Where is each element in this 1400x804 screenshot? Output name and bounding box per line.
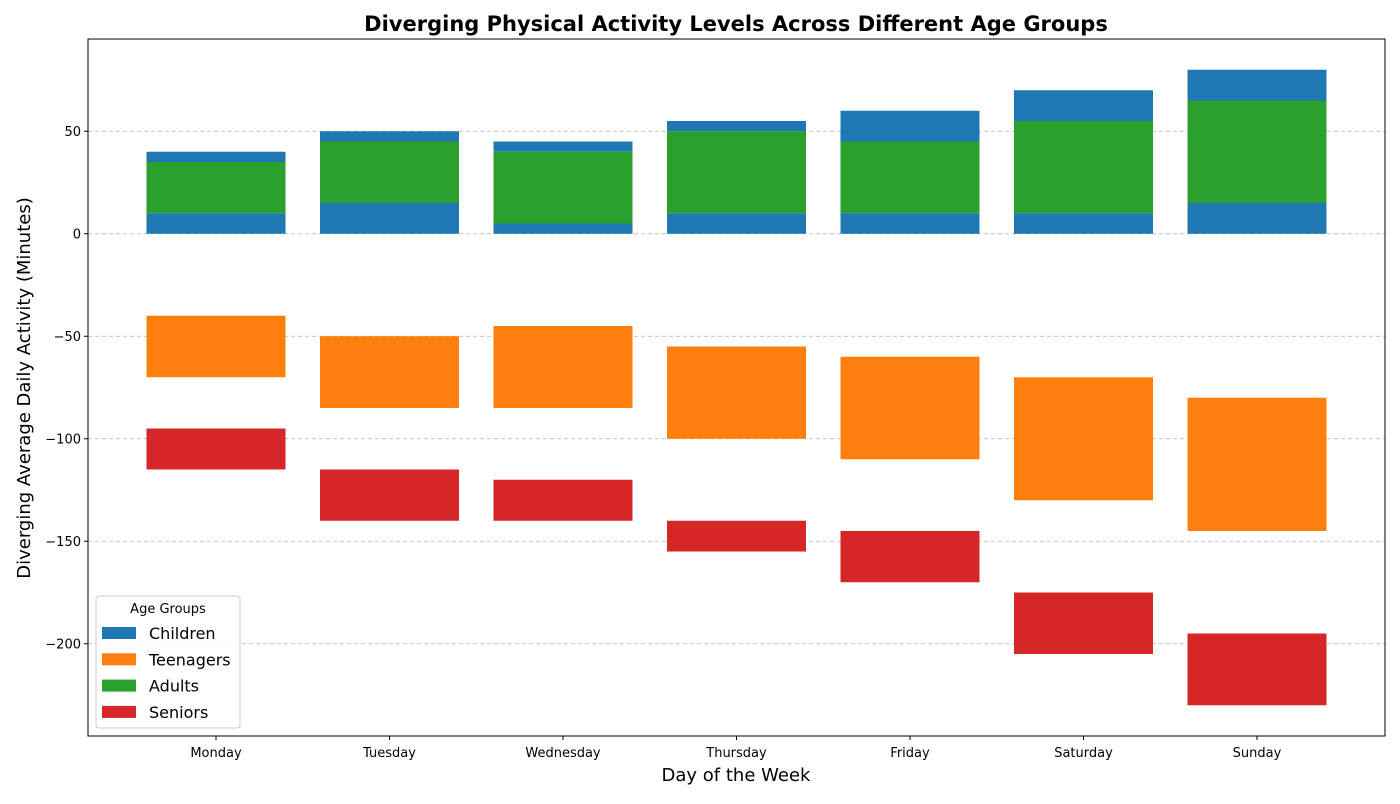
legend-swatch: [102, 627, 136, 639]
legend-swatch: [102, 705, 136, 718]
y-tick-label: 50: [64, 125, 81, 140]
bar-adults: [493, 151, 633, 224]
x-tick-label: Sunday: [1233, 746, 1282, 761]
legend-label: Adults: [149, 677, 199, 696]
bar-adults: [840, 141, 980, 214]
bar-teenagers: [493, 326, 633, 408]
y-axis-ticks: 50 0 −50 −100 −150 −200: [45, 125, 88, 652]
x-axis-ticks: Monday Tuesday Wednesday Thursday Friday Satu…: [190, 736, 1282, 761]
bar-children: [320, 131, 459, 142]
y-tick-label: −50: [54, 330, 81, 345]
grid-lines: [88, 130, 1385, 645]
x-tick-label: Friday: [890, 746, 930, 761]
x-axis-label: Day of the Week: [662, 765, 811, 786]
x-tick-label: Monday: [190, 746, 242, 761]
bar-teenagers: [1014, 377, 1153, 501]
bar-adults: [320, 141, 459, 203]
bar-children: [840, 213, 980, 234]
bar-seniors: [667, 520, 806, 552]
bar-children: [1187, 69, 1327, 101]
x-tick-label: Saturday: [1054, 746, 1113, 761]
legend: Age Groups Children Teenagers Adults Senior…: [95, 595, 241, 729]
legend-label: Seniors: [149, 703, 208, 722]
bar-teenagers: [1187, 397, 1327, 531]
bar-adults: [1187, 100, 1327, 203]
bar-children: [146, 213, 286, 234]
bar-seniors: [146, 428, 286, 470]
bar-children: [1014, 213, 1153, 234]
y-axis-label: Diverging Average Daily Activity (Minute…: [14, 197, 35, 579]
legend-label: Teenagers: [148, 650, 231, 669]
y-tick-label: −150: [45, 535, 81, 550]
bar-teenagers: [840, 356, 980, 460]
legend-label: Children: [149, 624, 216, 643]
bar-seniors: [320, 469, 459, 521]
x-tick-label: Tuesday: [362, 746, 416, 761]
y-tick-label: −100: [45, 432, 81, 447]
bar-teenagers: [146, 315, 286, 378]
chart-title: Diverging Physical Activity Levels Acros…: [364, 12, 1108, 36]
bar-teenagers: [667, 346, 806, 439]
legend-swatch: [102, 653, 136, 666]
bar-seniors: [1014, 592, 1153, 654]
y-tick-label: 0: [73, 227, 81, 242]
bar-children: [493, 223, 633, 234]
x-tick-label: Wednesday: [525, 746, 601, 761]
bar-adults: [146, 162, 286, 214]
bar-seniors: [1187, 633, 1327, 706]
bar-children: [667, 213, 806, 234]
x-tick-label: Thursday: [705, 746, 767, 761]
bars: [146, 69, 1327, 706]
bar-children: [146, 151, 286, 162]
bar-children: [493, 141, 633, 152]
legend-title: Age Groups: [130, 602, 206, 617]
bar-children: [840, 110, 980, 142]
bar-children: [667, 121, 806, 132]
bar-adults: [1014, 121, 1153, 214]
bar-seniors: [493, 479, 633, 521]
y-tick-label: −200: [45, 637, 81, 652]
bar-children: [320, 203, 459, 234]
bar-seniors: [840, 531, 980, 583]
bar-adults: [667, 131, 806, 214]
legend-entries: Children Teenagers Adults Seniors: [102, 624, 231, 722]
legend-swatch: [102, 679, 136, 692]
bar-children: [1014, 90, 1153, 121]
bar-children: [1187, 203, 1327, 234]
bar-teenagers: [320, 336, 459, 408]
